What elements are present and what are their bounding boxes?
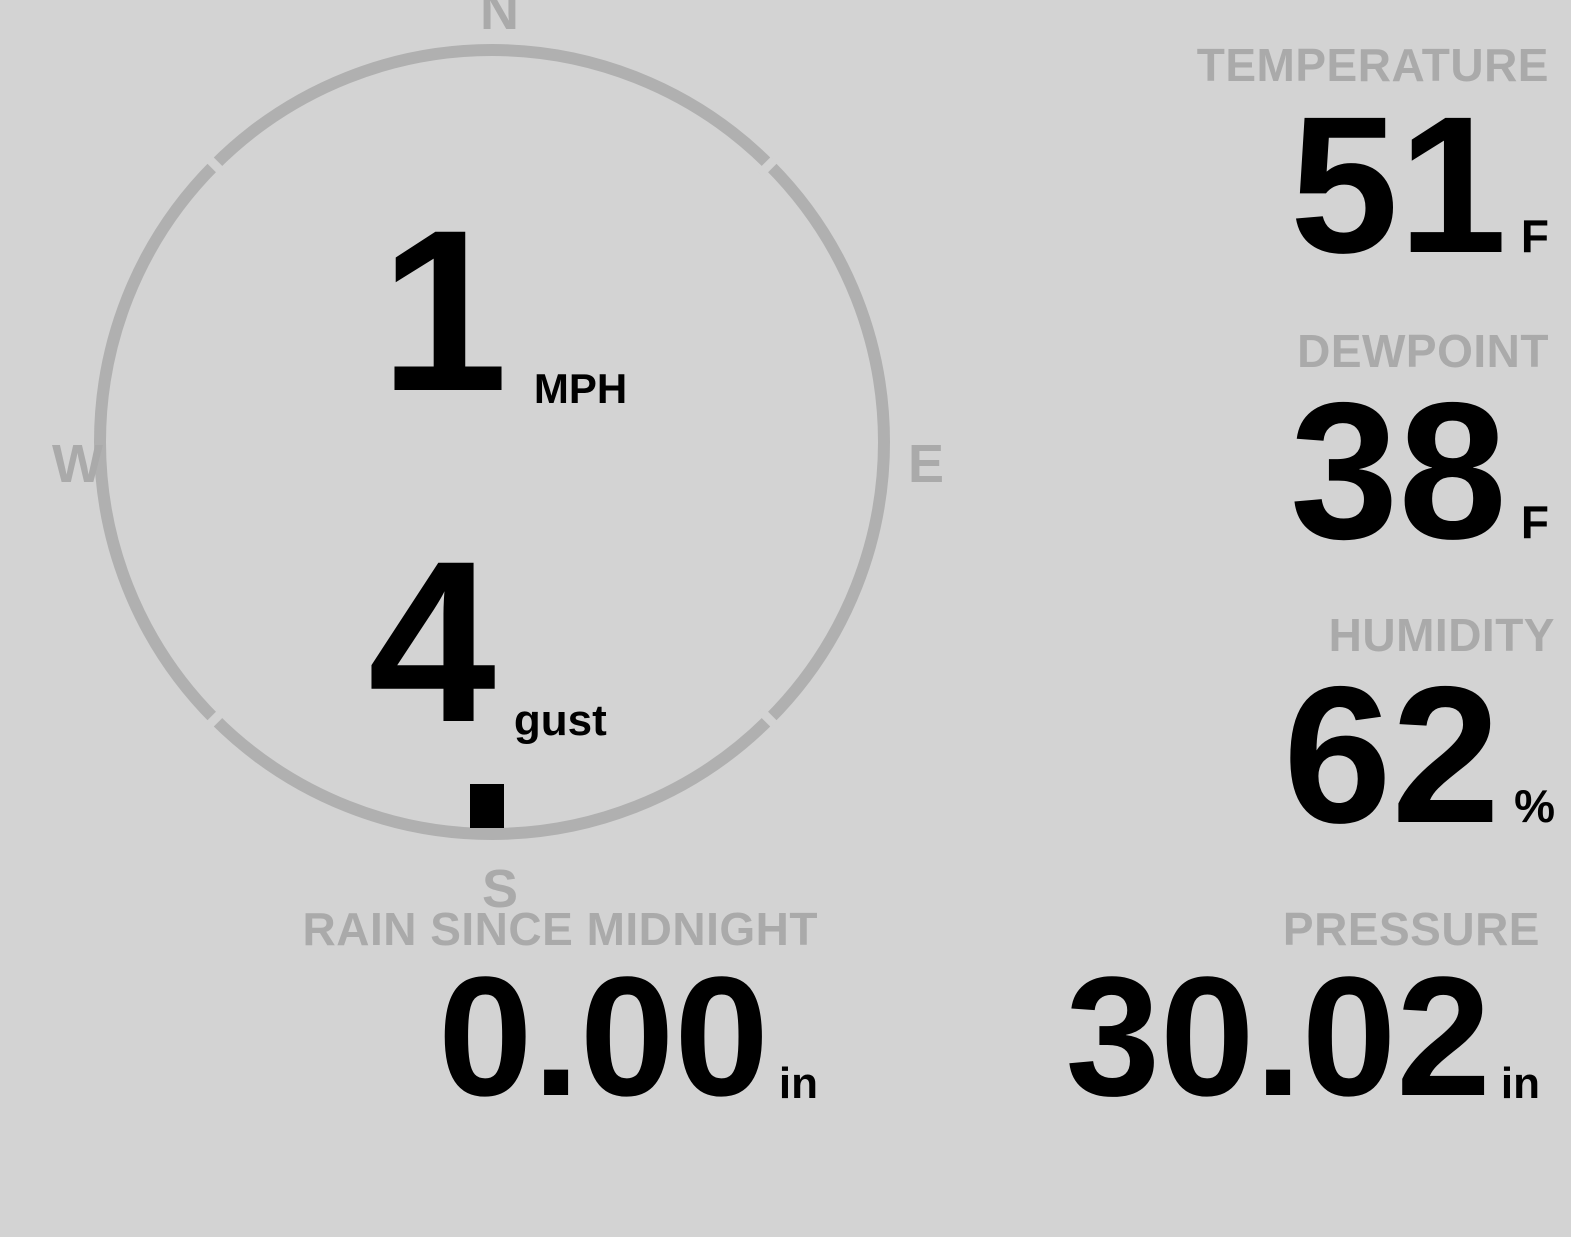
dewpoint-unit: F: [1520, 496, 1549, 548]
humidity-value: 62: [1283, 646, 1501, 864]
pressure-value: 30.02: [1065, 942, 1491, 1132]
rain-value: 0.00: [438, 942, 769, 1132]
compass-label-east: E: [908, 434, 945, 494]
dewpoint-readout: DEWPOINT 38 F: [1290, 328, 1549, 569]
pressure-amount: 30.02 in: [930, 952, 1540, 1122]
compass-tick-sw: [206, 706, 228, 728]
rain-readout: RAIN SINCE MIDNIGHT 0.00 in: [248, 903, 819, 1122]
compass-tick-ne: [756, 156, 778, 178]
compass-tick-se: [756, 706, 778, 728]
pressure-label: PRESSURE: [1282, 903, 1540, 955]
wind-panel: N E S W 1 MPH 4 gust: [0, 0, 980, 916]
humidity-unit: %: [1514, 780, 1555, 832]
temperature-unit: F: [1520, 210, 1549, 262]
compass-tick-marks: [206, 156, 778, 728]
rain-unit: in: [778, 1059, 818, 1108]
temperature-value: 51: [1289, 76, 1507, 294]
dewpoint-label: DEWPOINT: [1297, 325, 1549, 377]
humidity-readout: HUMIDITY 62 %: [1283, 612, 1555, 853]
compass-label-west: W: [52, 434, 103, 494]
temperature-label: TEMPERATURE: [1196, 39, 1549, 91]
wind-speed-value: 1: [380, 182, 508, 439]
wind-speed-unit: MPH: [533, 365, 628, 412]
wind-gust-readout: 4 gust: [368, 527, 607, 757]
compass-dial: [92, 42, 892, 842]
temperature-readout: TEMPERATURE 51 F: [1197, 42, 1549, 283]
wind-speed-readout: 1 MPH: [380, 196, 627, 426]
wind-gust-unit: gust: [513, 696, 607, 745]
wind-direction-pointer: [470, 784, 504, 828]
dewpoint-value: 38: [1289, 362, 1507, 580]
pressure-readout: PRESSURE 30.02 in: [930, 906, 1540, 1122]
compass-tick-nw: [206, 156, 228, 178]
compass-ring: [94, 44, 890, 840]
temperature-amount: 51 F: [1197, 88, 1549, 283]
dewpoint-amount: 38 F: [1290, 374, 1549, 569]
compass-label-north: N: [480, 0, 519, 41]
rain-label: RAIN SINCE MIDNIGHT: [302, 903, 818, 955]
compass-label-south: S: [482, 859, 519, 919]
rain-amount: 0.00 in: [248, 952, 818, 1122]
humidity-label: HUMIDITY: [1328, 609, 1555, 661]
pressure-unit: in: [1500, 1059, 1540, 1108]
humidity-amount: 62 %: [1283, 658, 1555, 853]
wind-gust-value: 4: [368, 513, 496, 770]
